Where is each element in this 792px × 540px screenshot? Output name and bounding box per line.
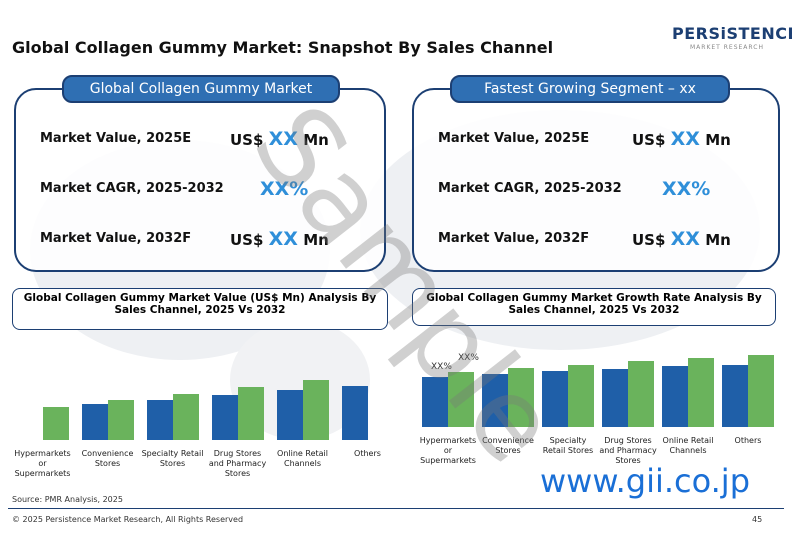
panel-title: Fastest Growing Segment – xx bbox=[450, 75, 730, 103]
chart-title: Global Collagen Gummy Market Value (US$ … bbox=[12, 288, 388, 330]
row-label: Market Value, 2025E bbox=[40, 131, 192, 146]
page-number: 45 bbox=[752, 515, 763, 524]
source: Source: PMR Analysis, 2025 bbox=[12, 495, 123, 504]
value-prefix: US$ bbox=[632, 131, 666, 149]
value-unit: Mn bbox=[303, 131, 329, 149]
bar bbox=[42, 407, 69, 440]
logo-sub: MARKET RESEARCH bbox=[690, 44, 764, 51]
row-value: US$ XX Mn bbox=[632, 228, 731, 250]
value-unit: Mn bbox=[705, 131, 731, 149]
bar bbox=[748, 355, 774, 427]
value-unit: Mn bbox=[303, 231, 329, 249]
x-tick-label: Others bbox=[354, 449, 381, 458]
value-number: XX bbox=[670, 128, 700, 150]
row-value: US$ XX Mn bbox=[230, 228, 329, 250]
value-number: XX bbox=[268, 128, 298, 150]
bar bbox=[211, 395, 238, 440]
value-prefix: US$ bbox=[632, 231, 666, 249]
row-label: Market Value, 2032F bbox=[40, 231, 192, 246]
bar bbox=[107, 400, 134, 440]
row-value: US$ XX Mn bbox=[230, 128, 329, 150]
data-label: XX% bbox=[431, 362, 452, 372]
bar bbox=[81, 404, 108, 440]
bar bbox=[422, 377, 448, 427]
panel bbox=[14, 88, 386, 272]
bar bbox=[146, 400, 173, 440]
bar bbox=[448, 372, 474, 427]
bar bbox=[688, 358, 714, 427]
x-tick-label: Others bbox=[734, 436, 762, 445]
footer-rule bbox=[8, 508, 784, 509]
bar bbox=[172, 394, 199, 440]
data-label: XX% bbox=[458, 353, 479, 363]
watermark-site: www.gii.co.jp bbox=[540, 462, 750, 500]
copyright: © 2025 Persistence Market Research, All … bbox=[12, 515, 244, 524]
x-tick-label: Online Retail Channels bbox=[277, 449, 328, 468]
value-number: XX bbox=[670, 228, 700, 250]
bar bbox=[602, 369, 628, 427]
row-value: XX% bbox=[260, 178, 308, 200]
value-prefix: US$ bbox=[230, 131, 264, 149]
bar bbox=[542, 371, 568, 427]
bar bbox=[722, 365, 748, 427]
logo: PERSiSTENCE bbox=[672, 24, 792, 43]
value-number: XX% bbox=[662, 178, 711, 200]
bar bbox=[341, 386, 368, 440]
value-prefix: US$ bbox=[230, 231, 264, 249]
bar bbox=[662, 366, 688, 427]
row-label: Market Value, 2025E bbox=[438, 131, 590, 146]
x-tick-label: Convenience Stores bbox=[81, 449, 134, 468]
row-value: XX% bbox=[662, 178, 710, 200]
row-label: Market CAGR, 2025-2032 bbox=[40, 181, 224, 196]
x-tick-label: Online Retail Channels bbox=[662, 436, 714, 455]
bar bbox=[276, 390, 303, 440]
bar bbox=[628, 361, 654, 427]
row-label: Market Value, 2032F bbox=[438, 231, 590, 246]
x-tick-label: Convenience Stores bbox=[482, 436, 534, 455]
bar bbox=[237, 387, 264, 440]
panel-title: Global Collagen Gummy Market bbox=[62, 75, 340, 103]
bar bbox=[508, 368, 534, 427]
chart-title: Global Collagen Gummy Market Growth Rate… bbox=[412, 288, 776, 326]
value-number: XX bbox=[268, 228, 298, 250]
row-label: Market CAGR, 2025-2032 bbox=[438, 181, 622, 196]
x-tick-label: Specialty Retail Stores bbox=[542, 436, 594, 455]
x-tick-label: Drug Stores and Pharmacy Stores bbox=[208, 449, 267, 478]
x-tick-label: Hypermarkets or Supermarkets bbox=[14, 449, 71, 478]
bar bbox=[482, 374, 508, 427]
x-tick-label: Specialty Retail Stores bbox=[141, 449, 204, 468]
bar bbox=[302, 380, 329, 440]
value-unit: Mn bbox=[705, 231, 731, 249]
bar bbox=[568, 365, 594, 427]
slide-title: Global Collagen Gummy Market: Snapshot B… bbox=[12, 38, 554, 57]
x-tick-label: Drug Stores and Pharmacy Stores bbox=[599, 436, 657, 465]
x-tick-label: Hypermarkets or Supermarkets bbox=[419, 436, 477, 465]
value-number: XX% bbox=[260, 178, 309, 200]
row-value: US$ XX Mn bbox=[632, 128, 731, 150]
